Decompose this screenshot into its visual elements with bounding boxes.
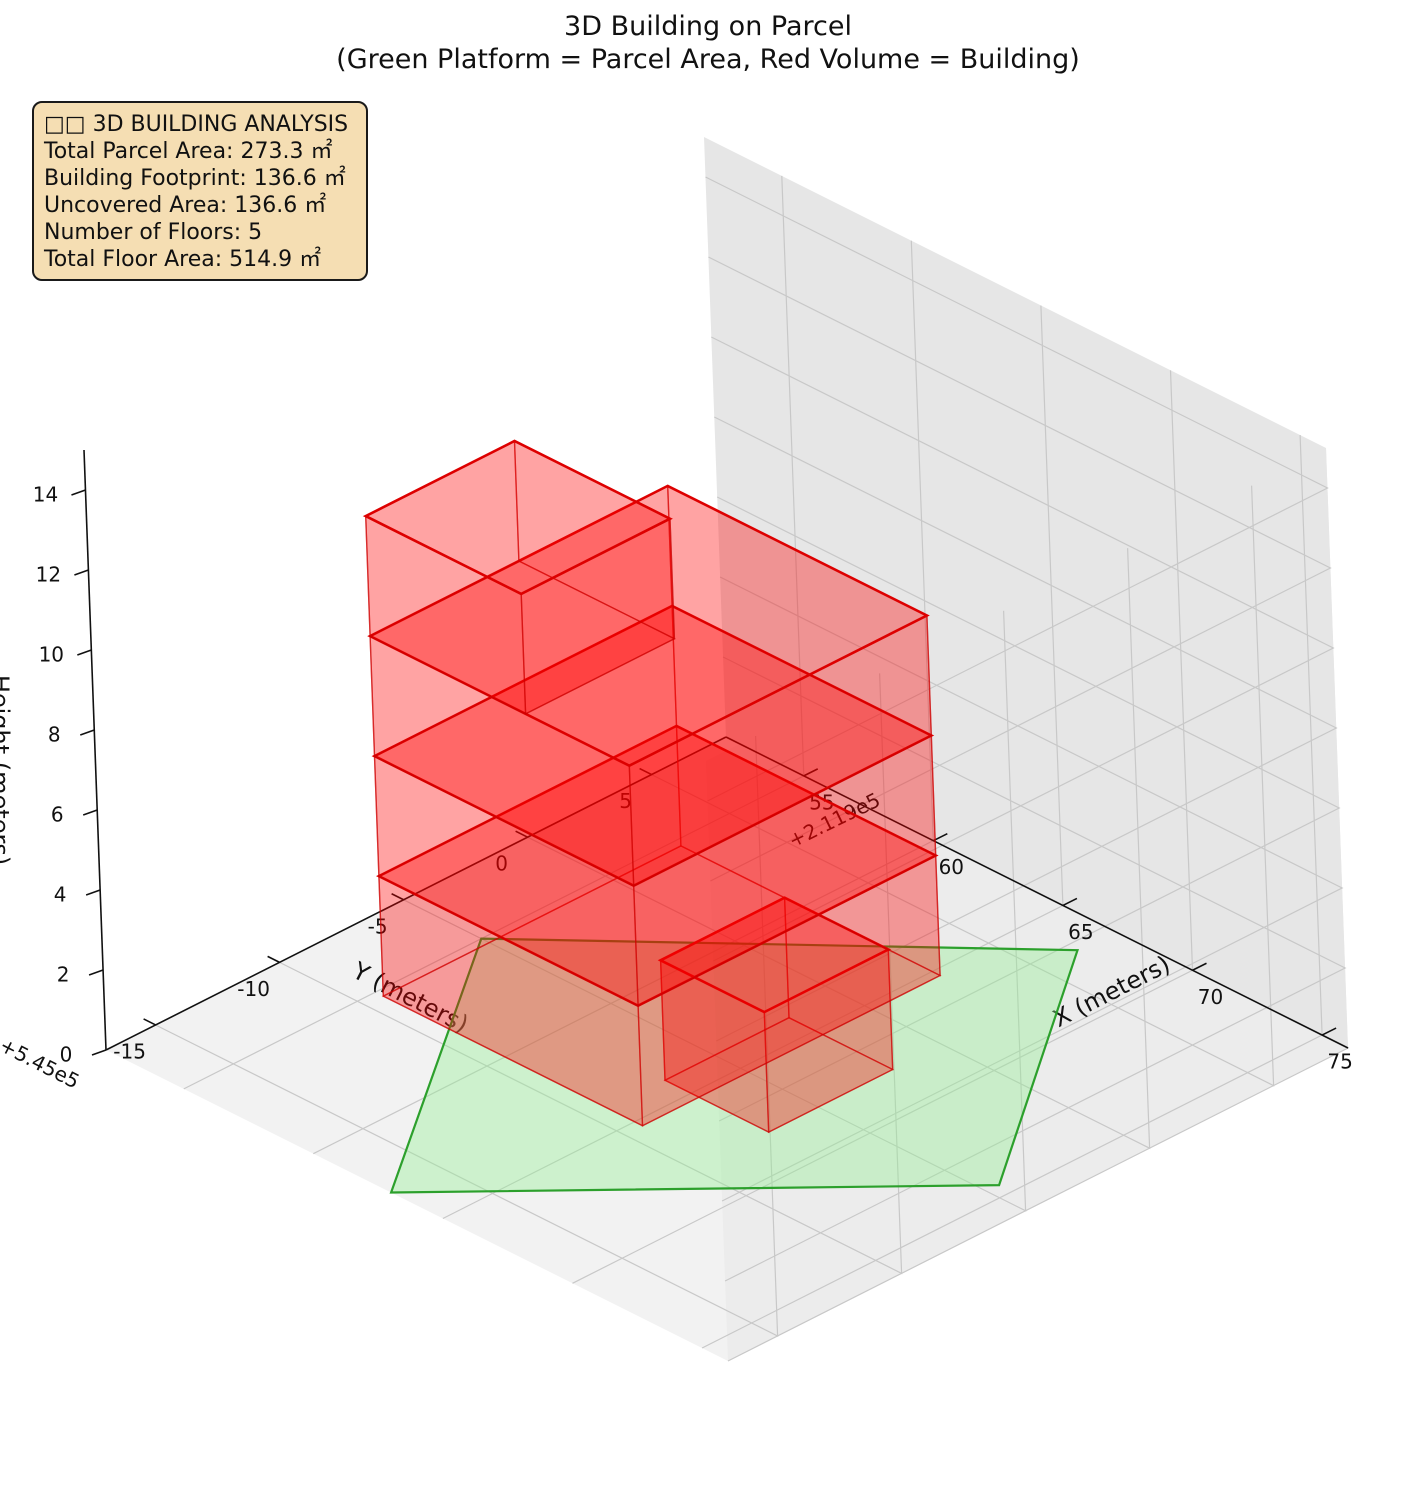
x-tick-label-3: 70: [1198, 985, 1223, 1009]
z-tick-label-0: 0: [60, 1043, 73, 1067]
y-tick-label-2: -5: [368, 914, 388, 938]
y-tick-label-0: -15: [113, 1040, 146, 1064]
z-tick-label-2: 4: [54, 883, 67, 907]
z-tick-label-6: 12: [36, 563, 61, 587]
info-uncovered-area: Uncovered Area: 136.6 ㎡: [44, 193, 327, 218]
parcel-platform: [389, 937, 1080, 1194]
x-tick-0: [803, 768, 819, 777]
z-tick-label-7: 14: [33, 483, 58, 507]
y-tick-1: [267, 955, 280, 964]
z-tick-label-4: 8: [48, 723, 61, 747]
chart-title-line-1: 3D Building on Parcel: [564, 11, 852, 42]
z-gridline-5: [711, 336, 1335, 962]
x-axis-line: [725, 736, 1349, 1049]
z-tick-label-3: 6: [51, 803, 64, 827]
y-tick-4: [639, 767, 652, 776]
z-tick-label-5: 10: [39, 643, 64, 667]
z-gridline-7: [705, 176, 1329, 802]
building-top-edge-3: [367, 484, 930, 768]
z-tick-label-1: 2: [57, 963, 70, 987]
analysis-info-box: □□ 3D BUILDING ANALYSIS Total Parcel Are…: [32, 101, 368, 281]
y-tick-3: [515, 830, 528, 838]
info-building-footprint: Building Footprint: 136.6 ㎡: [44, 166, 346, 191]
y-tick-0: [143, 1018, 156, 1026]
info-total-floor-area: Total Floor Area: 514.9 ㎡: [44, 247, 322, 272]
z-axis-line: [83, 449, 107, 1051]
y-tick-label-1: -10: [237, 977, 270, 1001]
z-tick-7: [71, 489, 86, 496]
z-tick-2: [85, 889, 101, 896]
chart-title-line-2: (Green Platform = Parcel Area, Red Volum…: [336, 44, 1080, 75]
z-gridline-4: [714, 416, 1338, 1042]
y-tick-label-3: 0: [495, 852, 508, 876]
building-volume-2: [371, 604, 938, 1007]
z-tick-0: [91, 1049, 107, 1056]
x-tick-label-1: 60: [939, 855, 964, 879]
z-tick-5: [77, 649, 92, 656]
z-tick-4: [79, 729, 95, 736]
y-tick-label-4: 5: [619, 789, 632, 813]
info-total-parcel-area: Total Parcel Area: 273.3 ㎡: [44, 139, 333, 164]
x-tick-label-2: 65: [1068, 920, 1093, 944]
chart-title: 3D Building on Parcel (Green Platform = …: [0, 10, 1416, 76]
building-volume-0: [657, 896, 895, 1134]
z-gridline-2: [719, 576, 1344, 1202]
info-box-heading: □□ 3D BUILDING ANALYSIS: [44, 112, 349, 137]
z-tick-1: [88, 969, 104, 976]
info-number-of-floors: Number of Floors: 5: [44, 220, 263, 245]
z-tick-3: [82, 809, 98, 816]
z-axis-title: Height (meters): [0, 675, 14, 865]
x-tick-4: [1321, 1027, 1337, 1036]
z-tick-6: [74, 569, 89, 576]
x-tick-label-4: 75: [1327, 1050, 1352, 1074]
building-volume-1: [376, 724, 942, 1127]
building-top-edge-4: [362, 439, 673, 596]
y-tick-2: [391, 893, 404, 901]
z-gridline-3: [716, 496, 1341, 1122]
z-gridline-6: [708, 256, 1332, 882]
x-tick-3: [1192, 962, 1207, 971]
building-volume-4: [362, 439, 676, 716]
z-gridline-1: [722, 656, 1347, 1282]
x-tick-2: [1062, 897, 1078, 907]
